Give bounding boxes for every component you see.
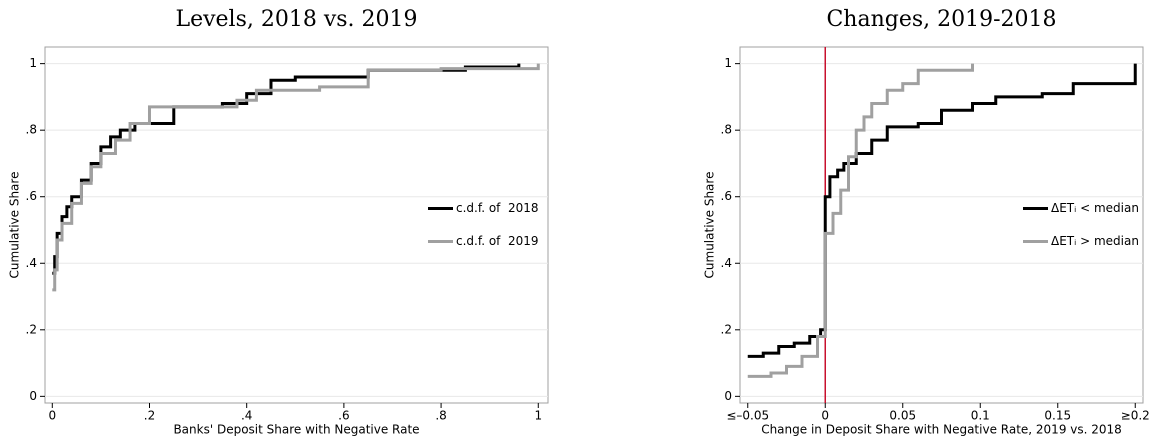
plot-frame: [739, 46, 1144, 404]
x-tick-label: ≤–0.05: [726, 409, 769, 423]
y-tick-label: 0: [724, 389, 732, 403]
y-tick-label: .8: [26, 123, 37, 137]
y-tick-label: .6: [26, 189, 37, 203]
cdf-line: [747, 63, 1137, 358]
x-tick-label: 0.05: [889, 409, 916, 423]
y-axis-label: Cumulative Share: [8, 172, 22, 279]
x-tick-label: 0.15: [1044, 409, 1071, 423]
legend-label: c.d.f. of 2018: [456, 201, 539, 215]
y-tick-label: 1: [724, 56, 732, 70]
x-tick-label: .4: [241, 409, 252, 423]
legend-label: ΔETᵢ < median: [1051, 201, 1139, 215]
x-tick-label: 0: [48, 409, 56, 423]
x-tick-label: 0.1: [971, 409, 990, 423]
chart-title: Levels, 2018 vs. 2019: [175, 7, 417, 32]
x-tick-label: .6: [338, 409, 349, 423]
x-tick-label: .8: [435, 409, 446, 423]
x-axis-label: Banks' Deposit Share with Negative Rate: [173, 423, 419, 437]
y-tick-label: 1: [29, 56, 37, 70]
x-axis-label: Change in Deposit Share with Negative Ra…: [761, 423, 1122, 437]
legend-label: c.d.f. of 2019: [456, 234, 539, 248]
y-tick-label: .4: [721, 256, 732, 270]
y-tick-label: .2: [26, 322, 37, 336]
y-tick-label: .2: [721, 322, 732, 336]
y-tick-label: .4: [26, 256, 37, 270]
y-axis-label: Cumulative Share: [703, 172, 717, 279]
x-tick-label: 0: [821, 409, 829, 423]
y-tick-label: 0: [29, 389, 37, 403]
cdf-line: [52, 63, 521, 275]
plot-frame: [44, 46, 549, 404]
y-tick-label: .8: [721, 123, 732, 137]
cdf-line: [747, 63, 974, 378]
x-tick-label: .2: [144, 409, 155, 423]
x-tick-label: ≥0.2: [1121, 409, 1150, 423]
cdf-line: [52, 63, 540, 292]
x-tick-label: 1: [534, 409, 542, 423]
y-tick-label: .6: [721, 189, 732, 203]
chart-title: Changes, 2019-2018: [826, 7, 1056, 32]
legend-label: ΔETᵢ > median: [1051, 234, 1139, 248]
